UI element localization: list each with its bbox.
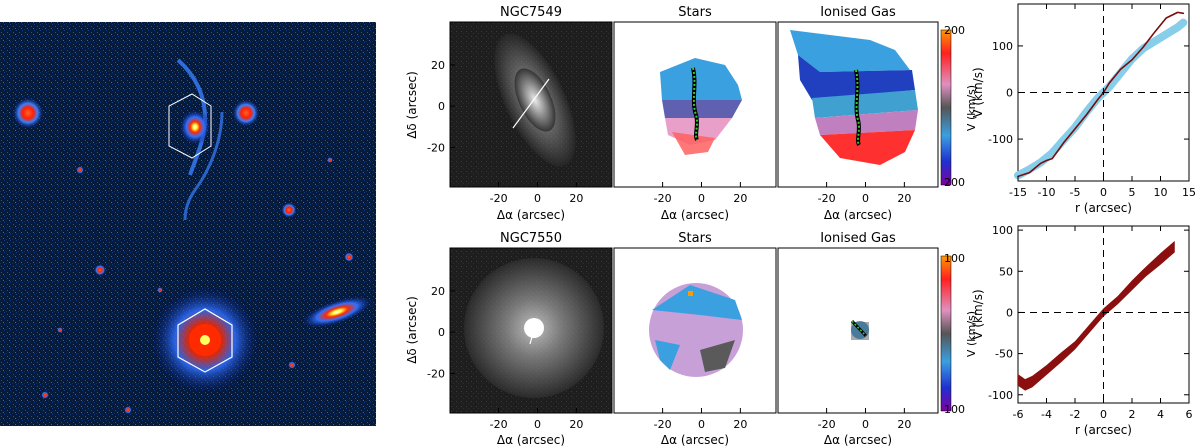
map-xlabel-7550-stars: Δα (arcsec)	[661, 433, 729, 447]
ngc7549-colorbar-label: V (km/s)	[965, 85, 978, 131]
x-tick-label: 6	[1186, 408, 1193, 421]
map-x-tick-label: 20	[569, 192, 583, 205]
x-tick-label: -10	[1038, 186, 1056, 199]
ngc7549-stars-panel	[613, 21, 777, 188]
map-xlabel-7550-gas: Δα (arcsec)	[824, 433, 892, 447]
map-ylabel-7550: Δδ (arcsec)	[405, 296, 419, 364]
y-tick-label: 100	[992, 40, 1013, 53]
map-x-tick-label: 0	[534, 192, 541, 205]
rotation-curve-ngc7549: -15 -10 -5 0 5 10 15 -100 0 100 r (arcsec) V (km/s)	[971, 3, 1196, 215]
x-axis-label: r (arcsec)	[1075, 423, 1132, 437]
map-tick-labels: -20 0 20 20 0 -20 -20 0 20 -20 0 20 -20 0 20 20 0 -20 -20 0…	[427, 59, 911, 431]
map-x-tick-label: -20	[654, 418, 672, 431]
map-y-tick-label: 0	[438, 100, 445, 113]
map-axis-labels: Δα (arcsec) Δα (arcsec) Δα (arcsec) Δα (…	[405, 71, 892, 447]
map-ylabel-7549: Δδ (arcsec)	[405, 71, 419, 139]
map-y-tick-label: 0	[438, 326, 445, 339]
ngc7549-gas-panel	[777, 21, 939, 188]
x-tick-label: -5	[1070, 186, 1081, 199]
map-y-tick-label: -20	[427, 367, 445, 380]
map-x-tick-label: -20	[654, 192, 672, 205]
map-xlabel-7549-stars: Δα (arcsec)	[661, 208, 729, 222]
x-tick-label: -6	[1013, 408, 1024, 421]
map-x-tick-label: 0	[862, 418, 869, 431]
y-axis-label: V (km/s)	[971, 289, 985, 339]
map-x-tick-label: 20	[733, 418, 747, 431]
map-y-tick-label: 20	[431, 59, 445, 72]
map-xlabel-7549-image: Δα (arcsec)	[497, 208, 565, 222]
x-tick-label: 0	[1100, 186, 1107, 199]
ngc7550-colorbar-top: 100	[944, 252, 965, 265]
map-x-tick-label: 20	[897, 418, 911, 431]
x-tick-label: -4	[1041, 408, 1052, 421]
y-tick-label: -100	[988, 389, 1013, 402]
ngc7550-stars-title: Stars	[678, 231, 712, 246]
x-tick-label: 2	[1129, 408, 1136, 421]
ngc7549-colorbar-top: 200	[944, 24, 965, 37]
map-x-tick-label: 0	[862, 192, 869, 205]
y-axis-label: V (km/s)	[971, 67, 985, 117]
map-xlabel-7549-gas: Δα (arcsec)	[824, 208, 892, 222]
x-tick-label: 4	[1157, 408, 1164, 421]
ngc7550-stars-panel	[613, 247, 777, 414]
x-tick-label: 10	[1154, 186, 1168, 199]
map-x-tick-label: -20	[490, 192, 508, 205]
map-y-tick-label: -20	[427, 141, 445, 154]
map-x-tick-label: 0	[534, 418, 541, 431]
map-x-tick-label: 0	[698, 418, 705, 431]
ngc7549-image-title: NGC7549	[500, 5, 562, 20]
ngc7550-image-title: NGC7550	[500, 231, 562, 246]
y-tick-label: 100	[992, 224, 1013, 237]
map-x-tick-label: 20	[733, 192, 747, 205]
ngc7550-colorbar-label: V (km/s)	[965, 311, 978, 357]
ngc7550-gas-panel	[777, 247, 939, 414]
x-axis-label: r (arcsec)	[1075, 201, 1132, 215]
y-tick-label: 0	[1006, 306, 1013, 319]
y-tick-label: 50	[999, 265, 1013, 278]
map-y-tick-label: 20	[431, 285, 445, 298]
ngc7550-colorbar-bottom: 100	[944, 403, 965, 416]
ngc7549-image-panel	[449, 21, 613, 188]
x-tick-label: -2	[1070, 408, 1081, 421]
ngc7549-gas-title: Ionised Gas	[820, 5, 896, 20]
ngc7549-colorbar-bottom: 200	[944, 176, 965, 189]
map-x-tick-label: 0	[698, 192, 705, 205]
x-tick-label: 15	[1182, 186, 1196, 199]
ngc7550-gas-title: Ionised Gas	[820, 231, 896, 246]
map-x-tick-label: -20	[818, 418, 836, 431]
rotation-curve-ngc7550: -6 -4 -2 0 2 4 6 -100 -50 0 50 100 r (arcsec) V (km/s…	[971, 224, 1193, 437]
ngc7550-image-panel	[449, 247, 613, 414]
map-x-tick-label: -20	[490, 418, 508, 431]
x-tick-label: -15	[1009, 186, 1027, 199]
ngc7549-stars-title: Stars	[678, 5, 712, 20]
x-tick-label: 0	[1100, 408, 1107, 421]
series-line	[1017, 11, 1185, 178]
map-x-tick-label: 20	[897, 192, 911, 205]
x-tick-label: 5	[1129, 186, 1136, 199]
y-tick-label: -50	[995, 348, 1013, 361]
y-tick-label: 0	[1006, 87, 1013, 100]
map-xlabel-7550-image: Δα (arcsec)	[497, 433, 565, 447]
map-x-tick-label: -20	[818, 192, 836, 205]
wide-field-image	[0, 22, 376, 426]
y-tick-label: -100	[988, 133, 1013, 146]
ngc7549-colorbar: 200 200 V (km/s)	[940, 24, 978, 189]
map-x-tick-label: 20	[569, 418, 583, 431]
ngc7550-colorbar: 100 100 V (km/s)	[940, 252, 978, 416]
series-band	[1018, 240, 1175, 391]
